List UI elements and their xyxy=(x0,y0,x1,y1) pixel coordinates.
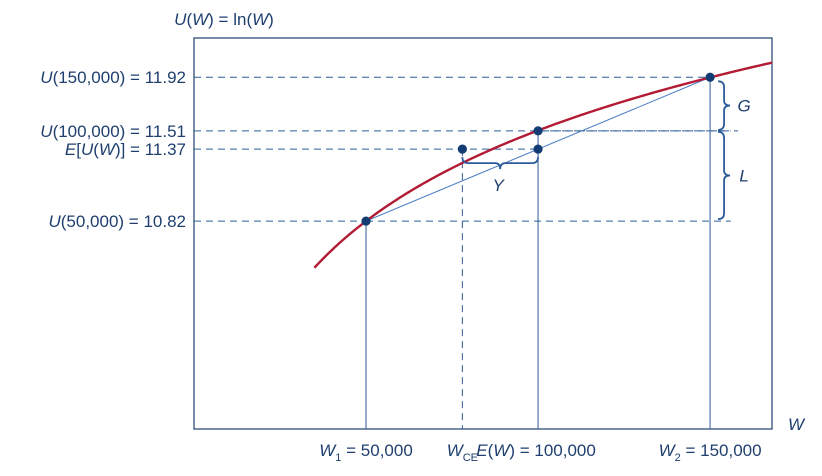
data-point xyxy=(457,144,467,154)
x-tick-label: W1 = 50,000 xyxy=(319,441,413,464)
g-brace xyxy=(718,80,731,131)
data-points xyxy=(361,72,715,226)
g-label: G xyxy=(737,97,750,116)
y-brace xyxy=(461,157,539,170)
brace-annotations: G L Y xyxy=(461,80,751,220)
data-point xyxy=(533,126,543,136)
x-tick-label: E(W) = 100,000 xyxy=(476,441,596,460)
y-tick-label: U(150,000) = 11.92 xyxy=(40,68,186,87)
y-tick-label: U(50,000) = 10.82 xyxy=(48,212,186,231)
y-tick-labels: U(150,000) = 11.92 U(100,000) = 11.51E[U(… xyxy=(40,68,186,231)
x-axis-title: W xyxy=(788,415,806,434)
x-tick-label: WCE xyxy=(447,441,478,464)
plot-area-frame xyxy=(193,37,773,430)
utility-curve xyxy=(313,61,773,269)
y-tick-label: U(100,000) = 11.51 xyxy=(40,122,186,141)
y-label: Y xyxy=(493,176,506,195)
data-point xyxy=(533,144,543,154)
l-brace xyxy=(718,130,731,220)
y-tick-label: E[U(W)] = 11.37 xyxy=(65,140,186,159)
x-tick-label: W2 = 150,000 xyxy=(659,441,762,464)
y-axis-title: U(W) = ln(W) xyxy=(174,10,274,29)
l-label: L xyxy=(739,166,748,185)
data-point xyxy=(361,216,371,226)
guide-lines xyxy=(194,76,739,429)
data-point xyxy=(705,72,715,82)
